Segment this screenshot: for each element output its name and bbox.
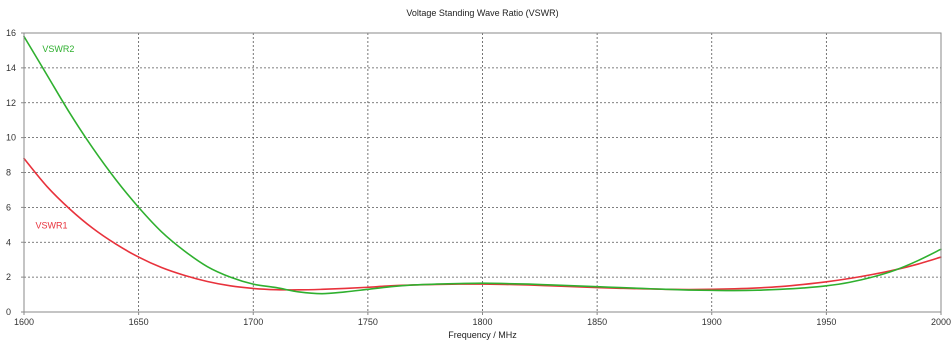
y-tick-label: 12: [6, 98, 16, 108]
chart-title: Voltage Standing Wave Ratio (VSWR): [406, 8, 558, 18]
x-tick-label: 1750: [358, 317, 378, 327]
series-line-vswr2: [23, 35, 942, 295]
grid: [24, 33, 941, 312]
x-axis-title: Frequency / MHz: [448, 330, 517, 340]
y-tick-label: 10: [6, 133, 16, 143]
y-tick-label: 14: [6, 63, 16, 73]
series-label-vswr1: VSWR1: [35, 220, 67, 230]
x-tick-label: 1650: [129, 317, 149, 327]
y-tick-label: 6: [6, 202, 11, 212]
x-tick-label: 1950: [816, 317, 836, 327]
x-tick-label: 1850: [587, 317, 607, 327]
y-tick-label: 16: [6, 28, 16, 38]
x-tick-label: 1600: [14, 317, 34, 327]
series-label-vswr2: VSWR2: [42, 44, 74, 54]
y-tick-label: 2: [6, 272, 11, 282]
x-tick-label: 1800: [472, 317, 492, 327]
series-layer: [23, 35, 942, 295]
y-tick-label: 4: [6, 237, 11, 247]
y-tick-label: 0: [6, 307, 11, 317]
x-tick-label: 2000: [931, 317, 951, 327]
series-line-vswr1: [23, 157, 942, 291]
x-tick-label: 1900: [702, 317, 722, 327]
x-tick-label: 1700: [243, 317, 263, 327]
series-labels: VSWR1 VSWR2: [35, 44, 74, 230]
y-tick-label: 8: [6, 168, 11, 178]
ticks: 1600 1650 1700 1750 1800 1850 1900 1950 2000 0 2 4 6…: [6, 28, 951, 327]
